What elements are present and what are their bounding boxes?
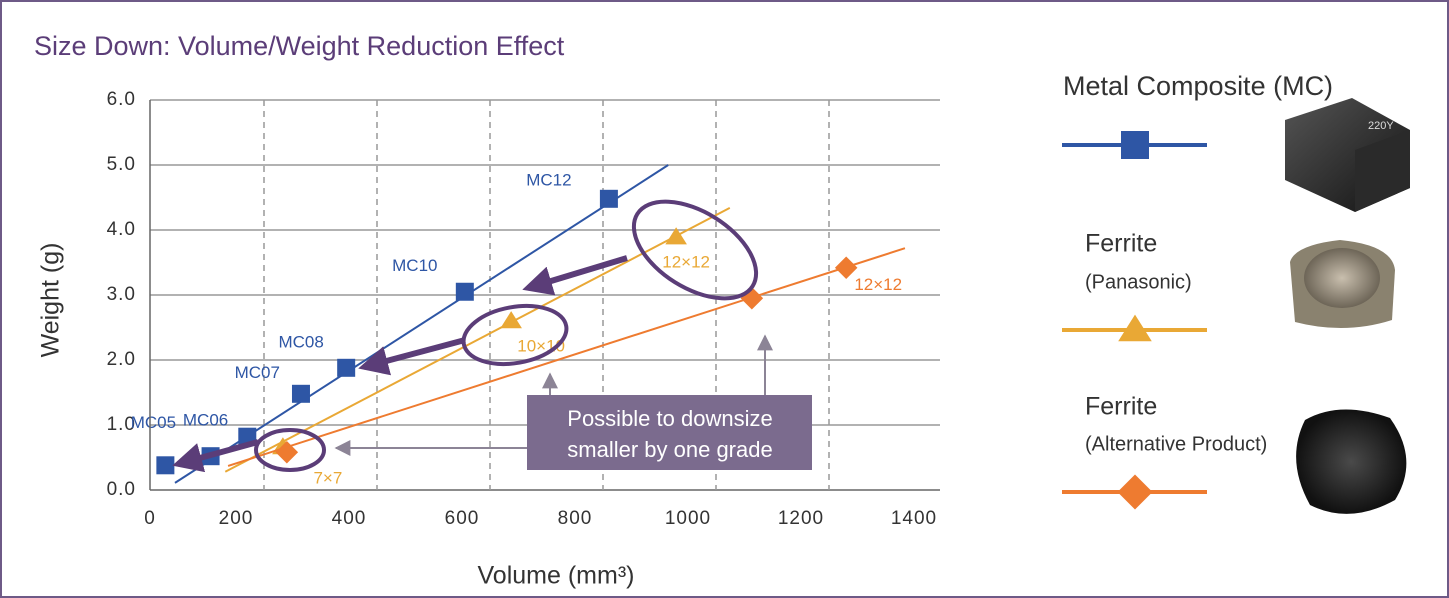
legend-label: Metal Composite (MC) [1063, 71, 1333, 101]
point-label: MC12 [526, 170, 571, 189]
legend-symbol [1118, 314, 1152, 342]
x-tick-label: 600 [445, 508, 480, 529]
x-tick-label: 800 [558, 508, 593, 529]
arrow [522, 255, 628, 296]
product-image [1355, 130, 1410, 212]
product-images: 220Y [1285, 98, 1410, 514]
point-label: 7×7 [313, 469, 342, 488]
data-point [665, 227, 687, 245]
highlights [172, 199, 759, 473]
callout-text: Possible to downsize [567, 406, 772, 431]
data-point [500, 311, 522, 329]
data-point [291, 384, 310, 403]
highlight-ellipse [631, 199, 759, 301]
legend-sublabel: (Panasonic) [1085, 271, 1192, 293]
legend-sublabel: (Alternative Product) [1085, 433, 1267, 455]
plot-area: 0.0 1.0 2.0 3.0 4.0 5.0 6.0 0 200 400 600 800 1000 12… [107, 89, 940, 529]
chart-title: Size Down: Volume/Weight Reduction Effec… [34, 31, 565, 61]
y-tick-label: 3.0 [107, 284, 136, 305]
point-label: MC10 [392, 256, 437, 275]
point-label: MC07 [235, 363, 280, 382]
data-point [337, 358, 356, 377]
product-marking: 220Y [1368, 120, 1394, 132]
x-tick-label: 1000 [665, 508, 711, 529]
callout-box [527, 395, 812, 470]
x-tick-label: 400 [332, 508, 367, 529]
data-point [599, 189, 618, 208]
product-image [1296, 409, 1407, 514]
data-point [834, 256, 858, 279]
highlight-ellipse [254, 428, 326, 472]
y-axis-label: Weight (g) [37, 243, 65, 358]
arrow [358, 337, 466, 376]
x-axis-label: Volume (mm³) [478, 562, 635, 590]
point-label: MC08 [278, 332, 323, 351]
point-label: 12×12 [662, 253, 710, 272]
legend-symbol [1121, 131, 1149, 159]
trend-line [227, 247, 906, 467]
x-tick-label: 0 [144, 508, 156, 529]
y-tick-label: 0.0 [107, 479, 136, 500]
y-tick-label: 2.0 [107, 349, 136, 370]
data-point [156, 456, 175, 475]
y-tick-label: 4.0 [107, 219, 136, 240]
x-tick-label: 1400 [891, 508, 937, 529]
callout-arrows [334, 334, 773, 456]
highlight-ellipse [461, 303, 569, 367]
callout-text: smaller by one grade [567, 437, 772, 462]
legend-symbol [1117, 474, 1153, 510]
y-tick-label: 5.0 [107, 154, 136, 175]
arrow [172, 439, 259, 473]
legend: Metal Composite (MC) Ferrite (Panasonic)… [1062, 71, 1333, 510]
y-tick-label: 1.0 [107, 414, 136, 435]
trend-line [174, 164, 669, 484]
point-label: MC05 [131, 413, 176, 432]
point-label: 12×12 [854, 275, 902, 294]
point-label: MC06 [183, 411, 228, 430]
product-image [1304, 248, 1380, 308]
legend-label: Ferrite [1085, 230, 1157, 258]
x-tick-label: 200 [219, 508, 254, 529]
trend-line [224, 207, 731, 473]
legend-label: Ferrite [1085, 393, 1157, 421]
data-point [275, 441, 299, 464]
data-point [455, 282, 474, 301]
y-tick-label: 6.0 [107, 89, 136, 110]
x-tick-label: 1200 [778, 508, 824, 529]
